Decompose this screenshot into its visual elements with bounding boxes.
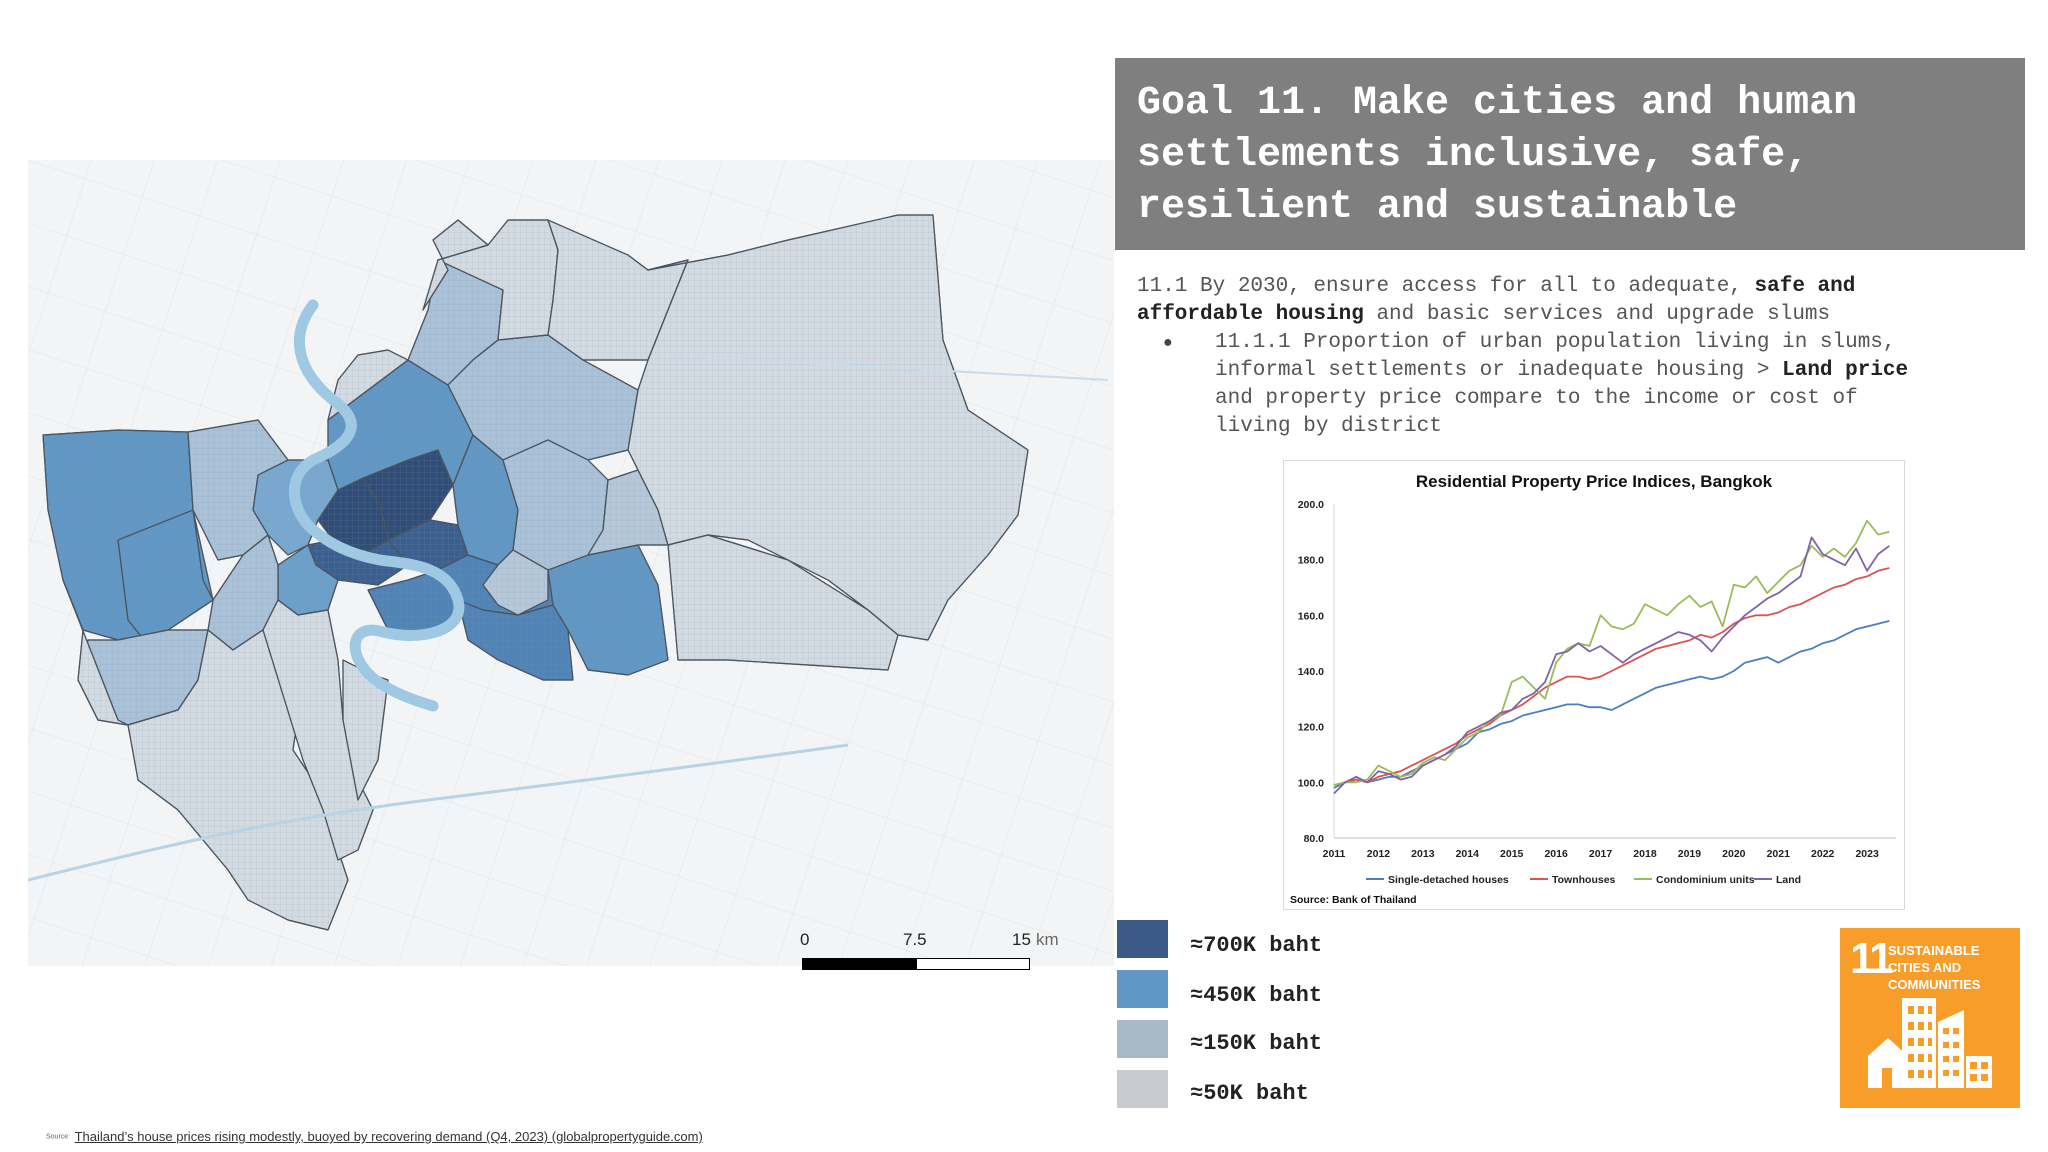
y-tick-label: 80.0 [1304, 833, 1325, 845]
scale-bar-white [916, 958, 1030, 970]
legend-label-50k: ≈50K baht [1190, 1081, 1309, 1106]
scale-unit: km [1036, 930, 1059, 949]
district-grid-overlay [422, 219, 489, 311]
legend-entry: Single-detached houses [1388, 874, 1509, 886]
source-prefix: Source: [46, 1133, 71, 1141]
canal-west [28, 743, 849, 882]
x-tick-label: 2015 [1500, 848, 1524, 860]
x-tick-label: 2023 [1855, 848, 1879, 860]
series-line [1333, 519, 1890, 786]
series-line [1333, 567, 1890, 786]
legend-label-450k: ≈450K baht [1190, 983, 1323, 1008]
scale-bar: 0 7.5 15 km [800, 930, 1059, 970]
target-bold-2: affordable housing [1137, 303, 1364, 326]
legend-entry: Condominium units [1656, 874, 1755, 886]
district-grid-overlay [327, 349, 409, 421]
x-tick-label: 2019 [1678, 848, 1702, 860]
goal-header: Goal 11. Make cities and human settlemen… [1115, 58, 2025, 250]
legend-swatch-50k [1117, 1070, 1168, 1108]
scale-label-0: 0 [800, 930, 810, 949]
district-polygons [42, 214, 1029, 931]
scale-bar-black [802, 958, 916, 970]
legend-swatch-450k [1117, 970, 1168, 1008]
district-grid-overlay [482, 549, 549, 616]
target-statement: 11.1 By 2030, ensure access for all to a… [1137, 273, 2017, 329]
x-tick-label: 2018 [1633, 848, 1657, 860]
district-grid-overlay [117, 509, 214, 646]
goal-title-line-2: settlements inclusive, safe, [1137, 133, 1810, 178]
district-grid-overlay [667, 534, 899, 671]
y-tick-label: 160.0 [1298, 610, 1324, 622]
x-tick-label: 2017 [1589, 848, 1613, 860]
y-tick-label: 140.0 [1298, 666, 1324, 678]
source-link[interactable]: Thailand’s house prices rising modestly,… [74, 1129, 703, 1144]
legend-swatch-150k [1117, 1020, 1168, 1058]
indicator-statement: 11.1.1 Proportion of urban population li… [1215, 329, 2015, 441]
chart-title: Residential Property Price Indices, Bang… [1416, 472, 1773, 491]
price-index-chart: Residential Property Price Indices, Bang… [1283, 460, 1905, 910]
indicator-line-4: living by district [1215, 415, 1442, 438]
district-grid-overlay [457, 599, 574, 681]
y-tick-label: 120.0 [1298, 722, 1324, 734]
indicator-line-2: informal settlements or inadequate housi… [1215, 357, 2015, 385]
x-tick-label: 2013 [1411, 848, 1435, 860]
legend-label-150k: ≈150K baht [1190, 1031, 1323, 1056]
legend-entry: Land [1776, 874, 1801, 886]
y-tick-label: 100.0 [1298, 777, 1324, 789]
x-tick-label: 2012 [1367, 848, 1391, 860]
y-tick-label: 200.0 [1298, 499, 1324, 511]
legend-swatch-700k [1117, 920, 1168, 958]
target-bold-1: safe and [1754, 275, 1856, 298]
scale-label-max: 15 [1012, 930, 1031, 949]
scale-label-mid: 7.5 [903, 930, 927, 949]
chao-phraya-river [288, 299, 465, 712]
city-buildings-icon [1868, 998, 1992, 1088]
x-tick-label: 2021 [1767, 848, 1791, 860]
district-grid-overlay [187, 419, 289, 561]
target-part-1: 11.1 By 2030, ensure access for all to a… [1137, 275, 1742, 298]
district-grid-overlay [627, 214, 1029, 641]
x-tick-label: 2014 [1456, 848, 1480, 860]
bullet-dot: ● [1163, 334, 1173, 351]
sdg-title: SUSTAINABLE CITIES AND COMMUNITIES [1888, 943, 1981, 992]
target-part-2: and basic services and upgrade slums [1376, 303, 1831, 326]
legend-label-700k: ≈700K baht [1190, 933, 1323, 958]
chart-source: Source: Bank of Thailand [1290, 894, 1417, 906]
legend-entry: Townhouses [1552, 874, 1616, 886]
goal-title-line-3: resilient and sustainable [1137, 185, 1738, 230]
indicator-line-2-text: informal settlements or inadequate housi… [1215, 359, 1770, 382]
sdg-11-tile: 11 SUSTAINABLE CITIES AND COMMUNITIES [1840, 928, 2020, 1108]
indicator-bold: Land price [1782, 359, 1909, 382]
indicator-line-1: 11.1.1 Proportion of urban population li… [1215, 331, 1896, 354]
source-citation: Source: Thailand’s house prices rising m… [46, 1128, 703, 1146]
indicator-line-3: and property price compare to the income… [1215, 387, 1858, 410]
series-line [1333, 536, 1890, 795]
district-price-map [28, 160, 1114, 966]
map-canvas [28, 160, 1114, 966]
x-tick-label: 2011 [1323, 848, 1346, 860]
canal-east [667, 354, 1109, 381]
x-tick-label: 2020 [1722, 848, 1746, 860]
x-tick-label: 2022 [1811, 848, 1835, 860]
x-tick-label: 2016 [1544, 848, 1568, 860]
goal-title-line-1: Goal 11. Make cities and human [1137, 81, 1858, 126]
y-tick-label: 180.0 [1298, 555, 1324, 567]
sdg-number: 11 [1850, 934, 1893, 983]
chart-canvas: Residential Property Price Indices, Bang… [1290, 472, 1896, 906]
